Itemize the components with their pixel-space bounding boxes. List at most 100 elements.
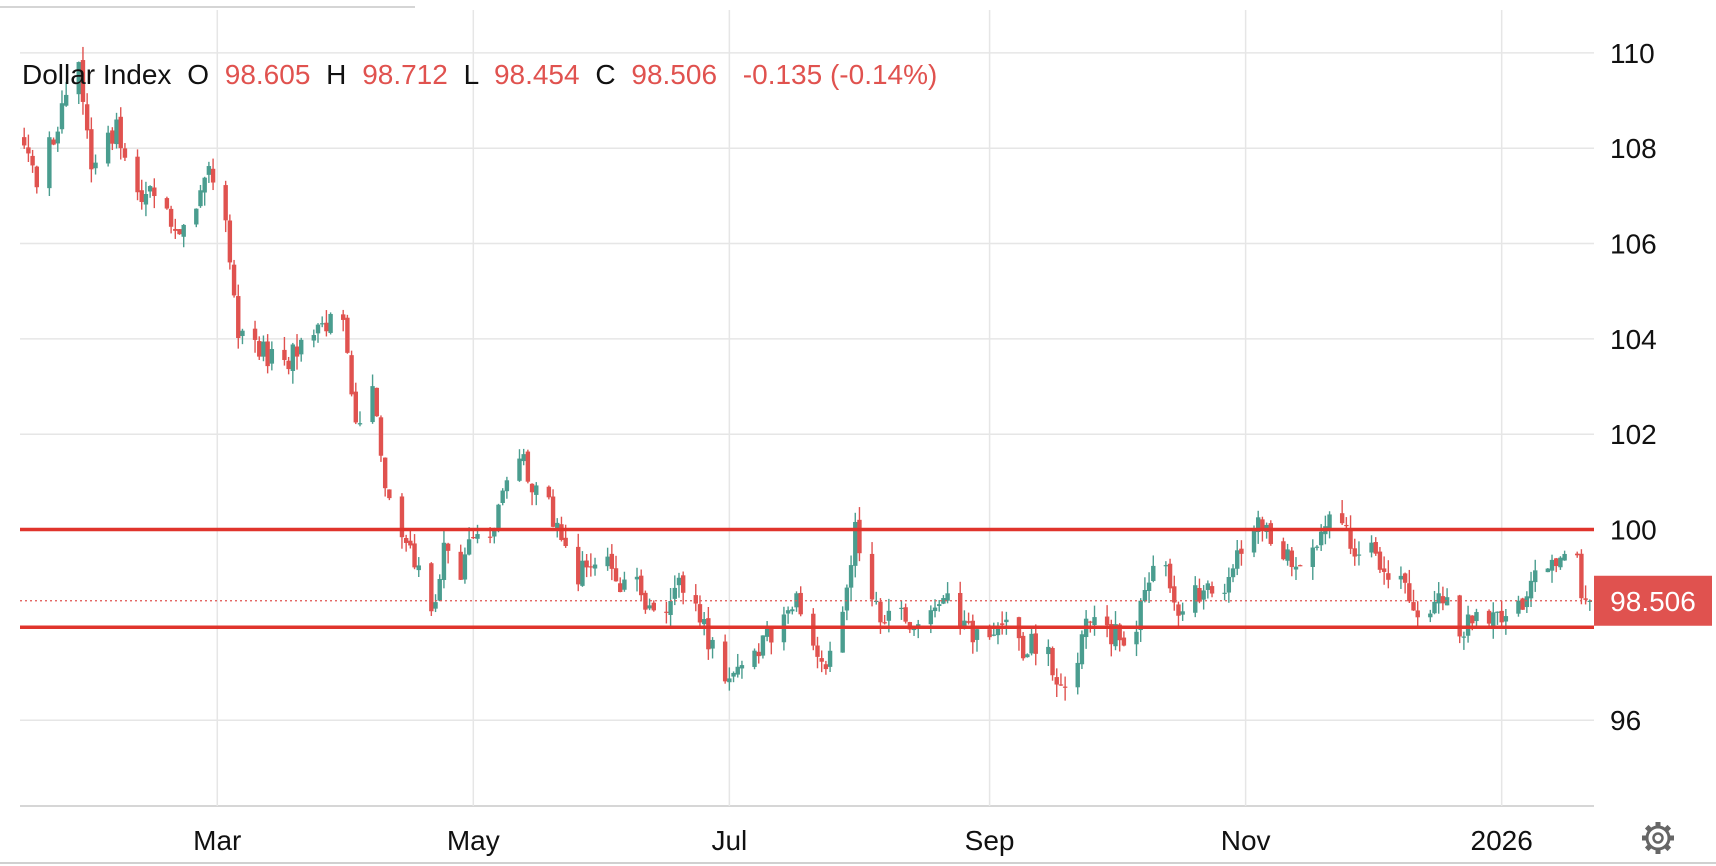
candle[interactable] (500, 488, 505, 506)
candle[interactable] (1457, 594, 1462, 644)
candle[interactable] (634, 567, 640, 592)
candle[interactable] (1386, 560, 1391, 589)
candle[interactable] (1297, 564, 1303, 567)
candle[interactable] (1398, 566, 1404, 589)
candle[interactable] (55, 126, 60, 152)
candle[interactable] (622, 571, 627, 592)
candle[interactable] (1092, 605, 1097, 636)
candle[interactable] (89, 117, 94, 183)
candle[interactable] (1440, 586, 1446, 611)
candle[interactable] (819, 650, 824, 673)
candle[interactable] (173, 218, 178, 239)
candle[interactable] (525, 449, 531, 484)
candle[interactable] (1554, 557, 1559, 573)
candle[interactable] (168, 205, 174, 234)
candle[interactable] (1151, 555, 1156, 583)
candle[interactable] (445, 542, 451, 564)
candle[interactable] (349, 350, 354, 397)
candle[interactable] (1285, 543, 1290, 566)
candle[interactable] (320, 316, 325, 328)
candle[interactable] (1327, 511, 1332, 539)
candle[interactable] (30, 149, 35, 173)
candle[interactable] (1491, 602, 1496, 639)
candle[interactable] (592, 557, 598, 576)
candle[interactable] (231, 259, 237, 298)
candle[interactable] (458, 544, 463, 581)
candle[interactable] (496, 503, 501, 533)
candle[interactable] (731, 671, 736, 683)
candle[interactable] (735, 653, 740, 678)
candle[interactable] (857, 507, 862, 562)
candle[interactable] (340, 309, 346, 332)
candle[interactable] (1486, 609, 1492, 626)
candle[interactable] (790, 606, 795, 615)
candle[interactable] (676, 572, 682, 598)
candle[interactable] (1339, 500, 1345, 525)
candle[interactable] (1201, 585, 1206, 610)
candle[interactable] (722, 634, 728, 684)
candle[interactable] (462, 547, 468, 584)
candle[interactable] (1352, 538, 1357, 566)
candle[interactable] (844, 584, 850, 621)
candle[interactable] (1474, 608, 1479, 628)
candle[interactable] (286, 356, 291, 375)
candle[interactable] (693, 584, 698, 612)
candle[interactable] (945, 582, 950, 604)
candle[interactable] (164, 196, 170, 210)
candle[interactable] (181, 224, 186, 248)
candle[interactable] (504, 476, 510, 499)
candle[interactable] (727, 667, 732, 691)
candle[interactable] (1054, 668, 1059, 698)
candle[interactable] (105, 125, 111, 167)
candle[interactable] (903, 603, 908, 624)
candle[interactable] (114, 112, 119, 149)
candle[interactable] (299, 337, 304, 362)
candle[interactable] (429, 562, 434, 616)
candle[interactable] (252, 320, 258, 353)
candle[interactable] (1046, 639, 1051, 667)
candle[interactable] (202, 176, 207, 206)
candle[interactable] (756, 643, 761, 664)
candle[interactable] (59, 90, 65, 134)
candle[interactable] (1503, 608, 1509, 635)
horizontal-levels-layer[interactable] (20, 527, 1594, 630)
candle[interactable] (194, 208, 199, 228)
candle[interactable] (588, 553, 594, 577)
candle[interactable] (1167, 558, 1173, 593)
candle[interactable] (1558, 556, 1563, 570)
candle[interactable] (1138, 598, 1143, 642)
candle[interactable] (236, 284, 241, 349)
candle[interactable] (1444, 588, 1450, 606)
candle[interactable] (1436, 582, 1441, 614)
candle[interactable] (1058, 673, 1064, 686)
candle[interactable] (84, 93, 90, 139)
candle[interactable] (869, 542, 875, 607)
candle[interactable] (210, 158, 216, 191)
candle[interactable] (848, 555, 854, 601)
candle[interactable] (815, 636, 820, 669)
candle[interactable] (378, 415, 384, 462)
candle[interactable] (752, 648, 757, 670)
candle[interactable] (932, 599, 938, 618)
candle[interactable] (974, 627, 980, 652)
candle[interactable] (1020, 632, 1026, 661)
candle[interactable] (1029, 626, 1034, 656)
candle[interactable] (1310, 539, 1315, 580)
candle[interactable] (357, 411, 363, 427)
candle[interactable] (76, 61, 81, 105)
candle[interactable] (290, 342, 296, 384)
candle[interactable] (223, 180, 228, 233)
candle[interactable] (651, 600, 656, 612)
candle[interactable] (1293, 557, 1299, 580)
candle[interactable] (441, 530, 447, 589)
candle[interactable] (324, 310, 329, 337)
candle[interactable] (769, 627, 774, 655)
candle[interactable] (47, 131, 52, 197)
candle[interactable] (1461, 631, 1467, 650)
candle[interactable] (1062, 676, 1068, 701)
candle[interactable] (1411, 589, 1416, 611)
candle[interactable] (1381, 556, 1387, 585)
candle[interactable] (1373, 537, 1378, 556)
candle[interactable] (1004, 611, 1009, 635)
candle[interactable] (1209, 581, 1215, 598)
